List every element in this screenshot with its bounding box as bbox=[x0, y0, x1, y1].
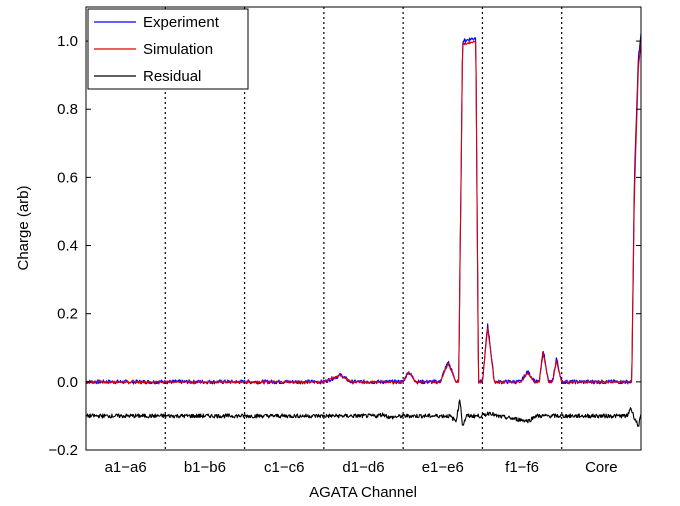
series-line-residual bbox=[85, 399, 642, 427]
series-line-simulation bbox=[85, 40, 642, 384]
y-tick-label: 0.4 bbox=[57, 238, 78, 255]
x-tick-label: Core bbox=[585, 459, 618, 476]
y-axis-label: Charge (arb) bbox=[15, 185, 32, 270]
legend-label-simulation: Simulation bbox=[143, 41, 213, 58]
plot-frame bbox=[85, 6, 642, 451]
y-tick-label: −0.2 bbox=[48, 442, 78, 459]
legend-label-residual: Residual bbox=[143, 68, 201, 85]
legend-label-experiment: Experiment bbox=[143, 14, 220, 31]
y-tick-label: 0.8 bbox=[57, 101, 78, 118]
x-tick-label: d1−d6 bbox=[342, 459, 384, 476]
x-tick-label: e1−e6 bbox=[422, 459, 464, 476]
series-group bbox=[85, 33, 642, 427]
legend: Experiment Simulation Residual bbox=[87, 8, 249, 90]
y-tick-label: 1.0 bbox=[57, 33, 78, 50]
y-tick-label: 0.0 bbox=[57, 374, 78, 391]
x-axis-label: AGATA Channel bbox=[309, 484, 417, 501]
x-tick-label: a1−a6 bbox=[105, 459, 147, 476]
group-dividers bbox=[164, 7, 563, 450]
y-tick-label: 0.6 bbox=[57, 169, 78, 186]
x-axis: a1−a6 b1−b6 c1−c6 d1−d6 e1−e6 f1−f6 Core bbox=[105, 459, 618, 476]
y-axis: −0.2 0.0 0.2 0.4 0.6 0.8 1.0 bbox=[48, 33, 641, 459]
y-tick-label: 0.2 bbox=[57, 306, 78, 323]
x-tick-label: f1−f6 bbox=[505, 459, 539, 476]
x-tick-label: c1−c6 bbox=[264, 459, 304, 476]
x-tick-label: b1−b6 bbox=[184, 459, 226, 476]
